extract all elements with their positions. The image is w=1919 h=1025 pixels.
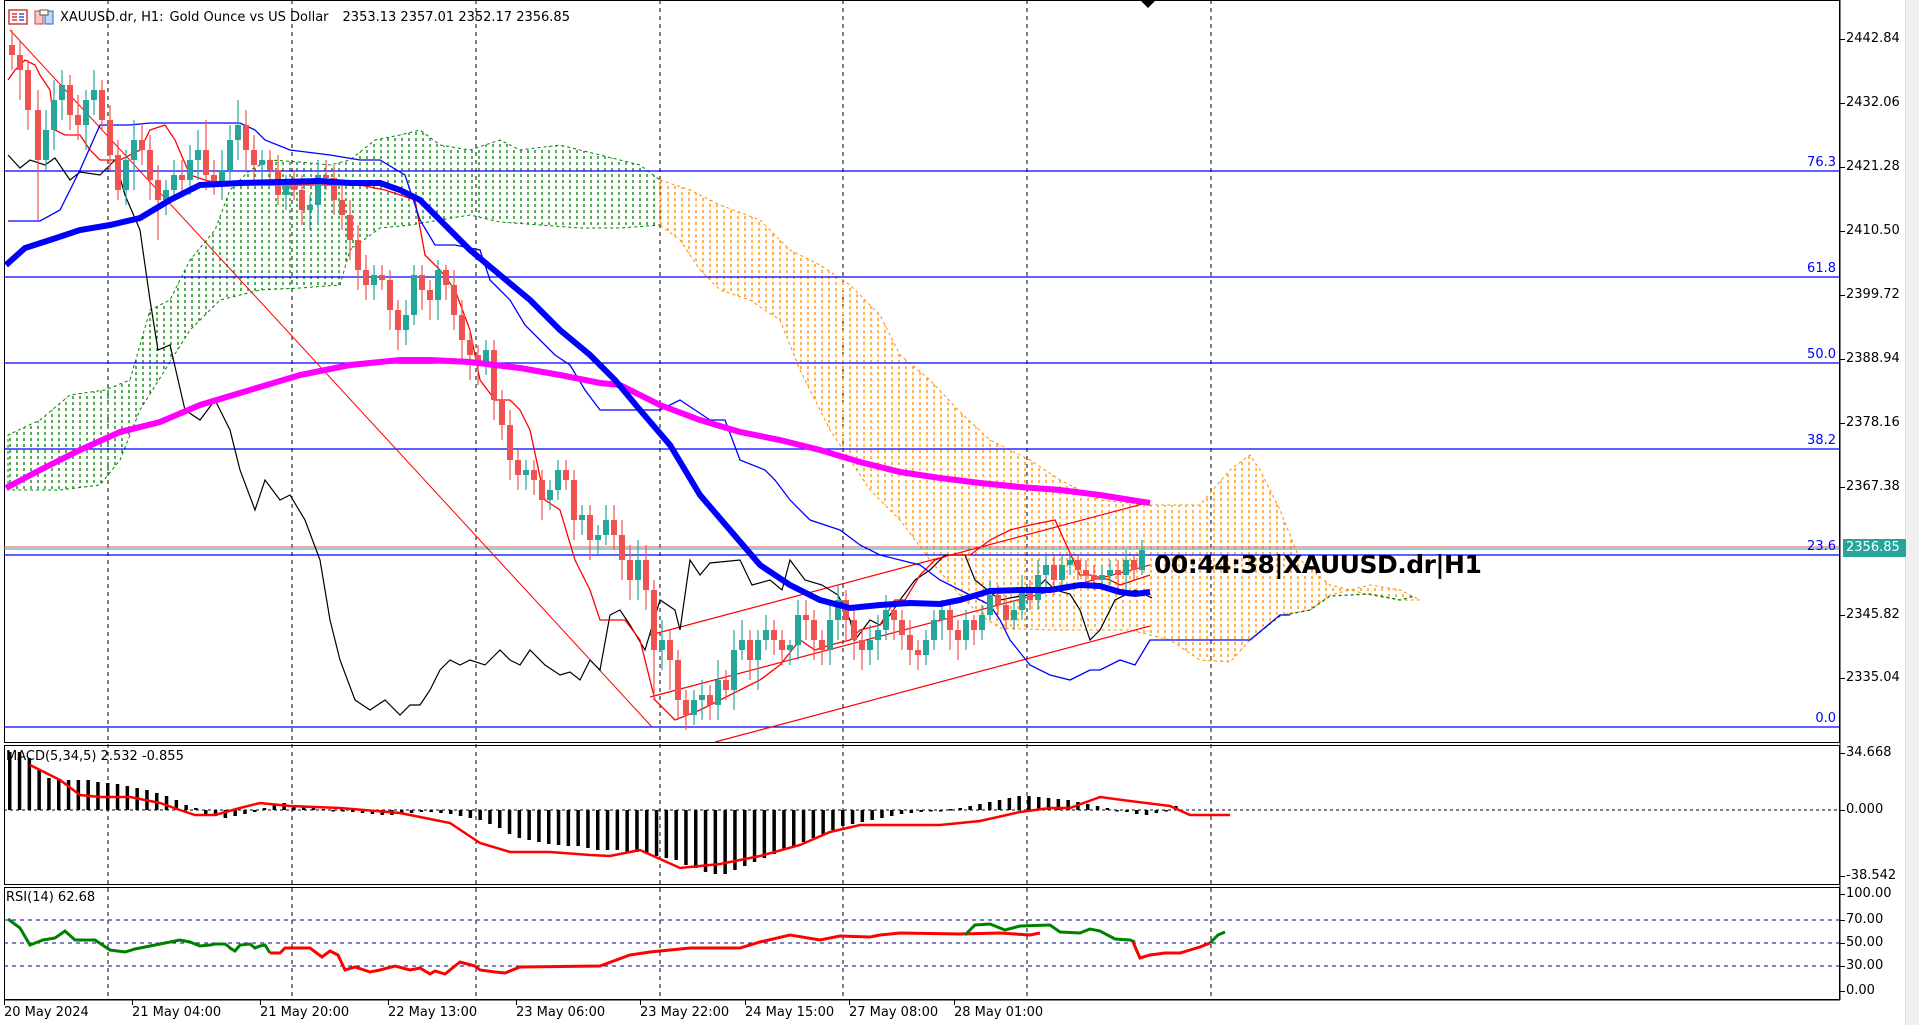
price-tick: 2367.38: [1840, 479, 1900, 494]
macd-signal-line: [29, 763, 1230, 870]
rsi-tick: 70.00: [1839, 912, 1884, 927]
fib-label-50-0: 50.0: [1807, 347, 1836, 362]
current-price-tag: 2356.85: [1843, 539, 1906, 557]
ma-fast-line: [3, 177, 1151, 612]
price-tick: 2399.72: [1840, 287, 1900, 302]
vertical-scrollbar[interactable]: [1905, 0, 1919, 1025]
symbol-description: Gold Ounce vs US Dollar: [169, 9, 329, 25]
price-tick: 2378.16: [1840, 415, 1900, 430]
macd-tick: -38.542: [1839, 868, 1897, 883]
fib-label-61-8: 61.8: [1807, 261, 1836, 276]
rsi-line-green-3: [1208, 930, 1226, 945]
candlesticks: [9, 30, 1145, 730]
macd-tick: 34.668: [1840, 745, 1892, 760]
price-tick: 2432.06: [1840, 95, 1900, 110]
time-tick: 23 May 06:00: [516, 1000, 606, 1020]
fib-label-23-6: 23.6: [1807, 539, 1836, 554]
rsi-line-green-2: [963, 922, 1136, 944]
fib-label-76-3: 76.3: [1807, 155, 1836, 170]
fib-label-0-0: 0.0: [1815, 711, 1836, 726]
candle-countdown: 00:44:38|XAUUSD.dr|H1: [1154, 550, 1482, 579]
time-tick: 27 May 08:00: [849, 1000, 939, 1020]
price-tick: 2335.04: [1840, 670, 1900, 685]
rsi-levels: [4, 919, 1840, 967]
time-tick: 21 May 20:00: [260, 1000, 350, 1020]
tenkan-sen: [8, 122, 1290, 681]
price-tick: 2388.94: [1840, 351, 1900, 366]
time-tick: 23 May 22:00: [640, 1000, 730, 1020]
template-icon[interactable]: [34, 9, 54, 25]
fib-label-38-2: 38.2: [1807, 433, 1836, 448]
fib-trendline: [9, 29, 653, 728]
price-tick: 2442.84: [1840, 31, 1900, 46]
time-tick: 24 May 15:00: [745, 1000, 835, 1020]
chart-header: XAUUSD.dr, H1: Gold Ounce vs US Dollar 2…: [8, 8, 570, 26]
rsi-line-green: [7, 917, 272, 954]
macd-tick: 0.000: [1839, 802, 1884, 817]
price-tick: 2421.28: [1840, 159, 1900, 174]
rsi-tick: 50.00: [1839, 935, 1884, 950]
rsi-tick: 30.00: [1839, 958, 1884, 973]
rsi-tick: 100.00: [1840, 886, 1892, 901]
symbol-label: XAUUSD.dr, H1:: [60, 9, 164, 25]
time-tick: 21 May 04:00: [132, 1000, 222, 1020]
shift-marker-icon: [1141, 1, 1155, 8]
macd-label: MACD(5,34,5) 2.532 -0.855: [6, 749, 184, 764]
list-icon[interactable]: [8, 9, 28, 25]
rsi-tick: 0.00: [1840, 983, 1875, 998]
ma-slow-line: [4, 357, 1151, 506]
rsi-line-red: [270, 931, 1041, 976]
rsi-label: RSI(14) 62.68: [6, 890, 96, 905]
ohlc-values: 2353.13 2357.01 2352.17 2356.85: [342, 9, 570, 25]
time-tick: 20 May 2024: [4, 1000, 89, 1020]
fibonacci-levels: [4, 170, 1840, 728]
price-tick: 2345.82: [1840, 607, 1900, 622]
price-tick: 2410.50: [1840, 223, 1900, 238]
time-tick: 28 May 01:00: [954, 1000, 1044, 1020]
chikou-span: [7, 154, 1153, 716]
rsi-line-red-2: [1131, 941, 1211, 960]
time-tick: 22 May 13:00: [388, 1000, 478, 1020]
macd-pane[interactable]: [4, 745, 1840, 885]
